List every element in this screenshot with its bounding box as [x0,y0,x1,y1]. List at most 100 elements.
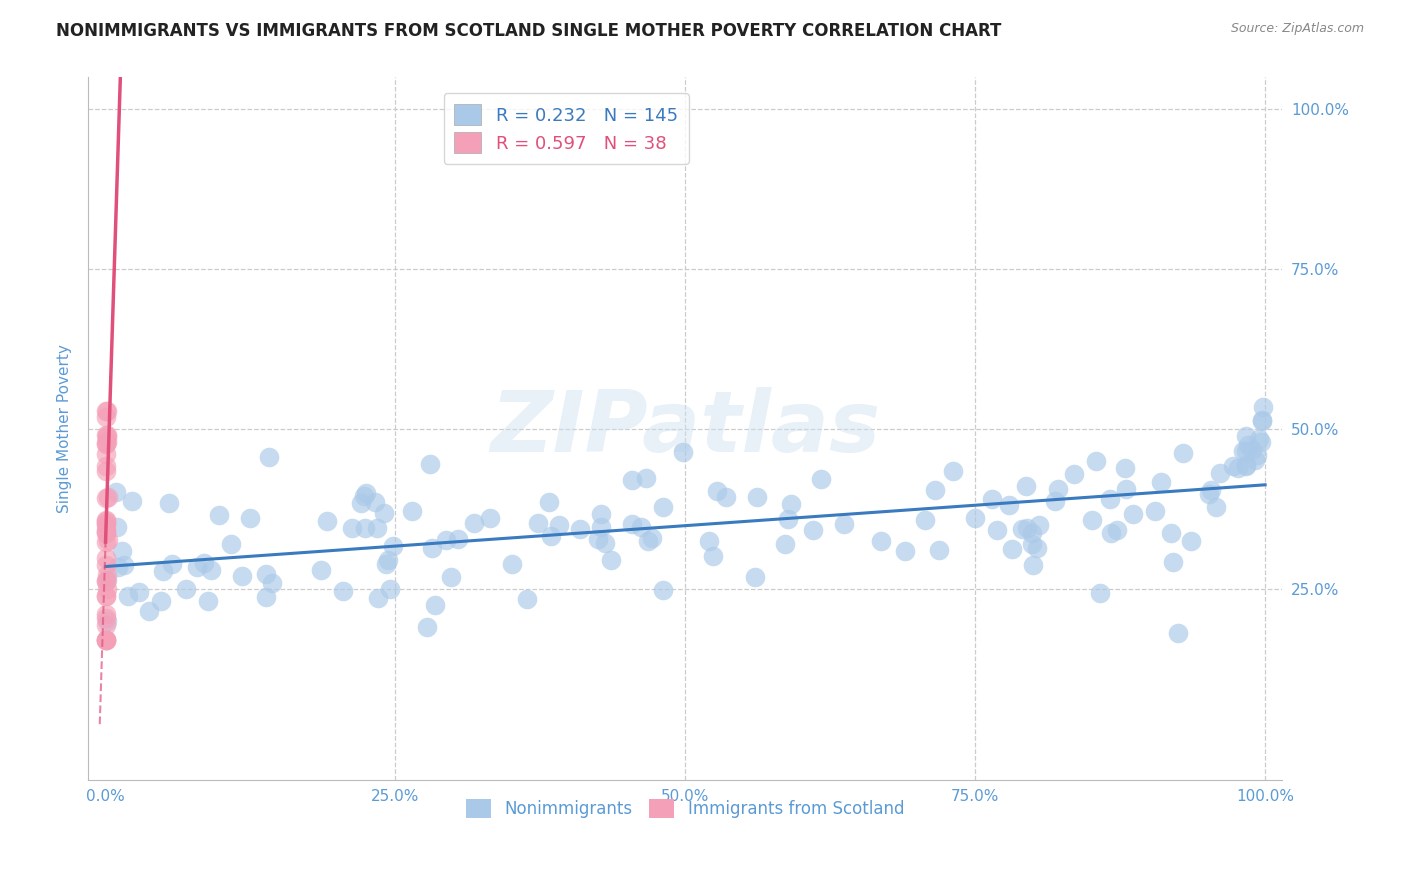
Point [94,523,117,537]
Point [1028,518,1050,533]
Point [104,485,127,500]
Point [1222,459,1244,474]
Point [94,517,117,532]
Point [149,594,172,608]
Point [193,557,215,571]
Point [97,491,120,505]
Point [600,552,623,566]
Point [1015,478,1038,492]
Point [516,591,538,606]
Point [401,504,423,518]
Point [96,573,118,587]
Point [1143,504,1166,518]
Point [382,539,405,553]
Point [1021,525,1043,540]
Point [373,507,395,521]
Point [377,553,399,567]
Point [672,444,695,458]
Point [780,497,803,511]
Point [832,516,855,531]
Point [1021,536,1043,550]
Point [568,522,591,536]
Point [1180,534,1202,549]
Point [595,535,617,549]
Point [354,521,377,535]
Point [440,570,463,584]
Point [219,536,242,550]
Point [501,558,523,572]
Point [527,516,550,531]
Point [1043,493,1066,508]
Point [998,498,1021,512]
Point [117,589,139,603]
Point [94,447,117,461]
Point [94,459,117,474]
Point [208,508,231,522]
Point [316,514,339,528]
Point [1201,483,1223,497]
Point [620,517,643,532]
Point [1160,526,1182,541]
Point [419,457,441,471]
Point [1236,428,1258,442]
Point [478,511,501,525]
Point [138,604,160,618]
Point [870,533,893,548]
Point [1001,541,1024,556]
Point [364,495,387,509]
Point [981,491,1004,506]
Point [94,558,117,572]
Point [928,543,950,558]
Point [94,607,117,622]
Point [96,614,118,628]
Point [96,437,118,451]
Legend: Nonimmigrants, Immigrants from Scotland: Nonimmigrants, Immigrants from Scotland [460,792,911,825]
Point [1246,448,1268,462]
Point [1022,558,1045,572]
Point [652,582,675,597]
Point [112,558,135,573]
Point [924,483,946,497]
Point [105,520,128,534]
Point [801,523,824,537]
Point [94,513,117,527]
Point [1209,466,1232,480]
Text: Source: ZipAtlas.com: Source: ZipAtlas.com [1230,22,1364,36]
Point [94,589,117,603]
Point [94,428,117,442]
Text: NONIMMIGRANTS VS IMMIGRANTS FROM SCOTLAND SINGLE MOTHER POVERTY CORRELATION CHAR: NONIMMIGRANTS VS IMMIGRANTS FROM SCOTLAN… [56,22,1001,40]
Point [152,564,174,578]
Point [94,514,117,528]
Point [463,516,485,530]
Point [231,568,253,582]
Point [894,544,917,558]
Point [775,537,797,551]
Point [94,404,117,418]
Point [1121,507,1143,521]
Point [1099,492,1122,507]
Point [94,550,117,565]
Point [200,563,222,577]
Point [1015,521,1038,535]
Point [1085,454,1108,468]
Point [366,521,388,535]
Point [1251,400,1274,414]
Point [630,520,652,534]
Point [128,585,150,599]
Point [589,520,612,534]
Point [423,598,446,612]
Point [96,582,118,596]
Point [1234,459,1257,474]
Point [174,582,197,596]
Point [94,524,117,539]
Point [447,532,470,546]
Point [1105,523,1128,537]
Point [111,543,134,558]
Point [96,428,118,442]
Point [1234,444,1257,458]
Point [702,549,724,563]
Point [96,430,118,444]
Point [254,590,277,604]
Point [107,559,129,574]
Point [353,489,375,503]
